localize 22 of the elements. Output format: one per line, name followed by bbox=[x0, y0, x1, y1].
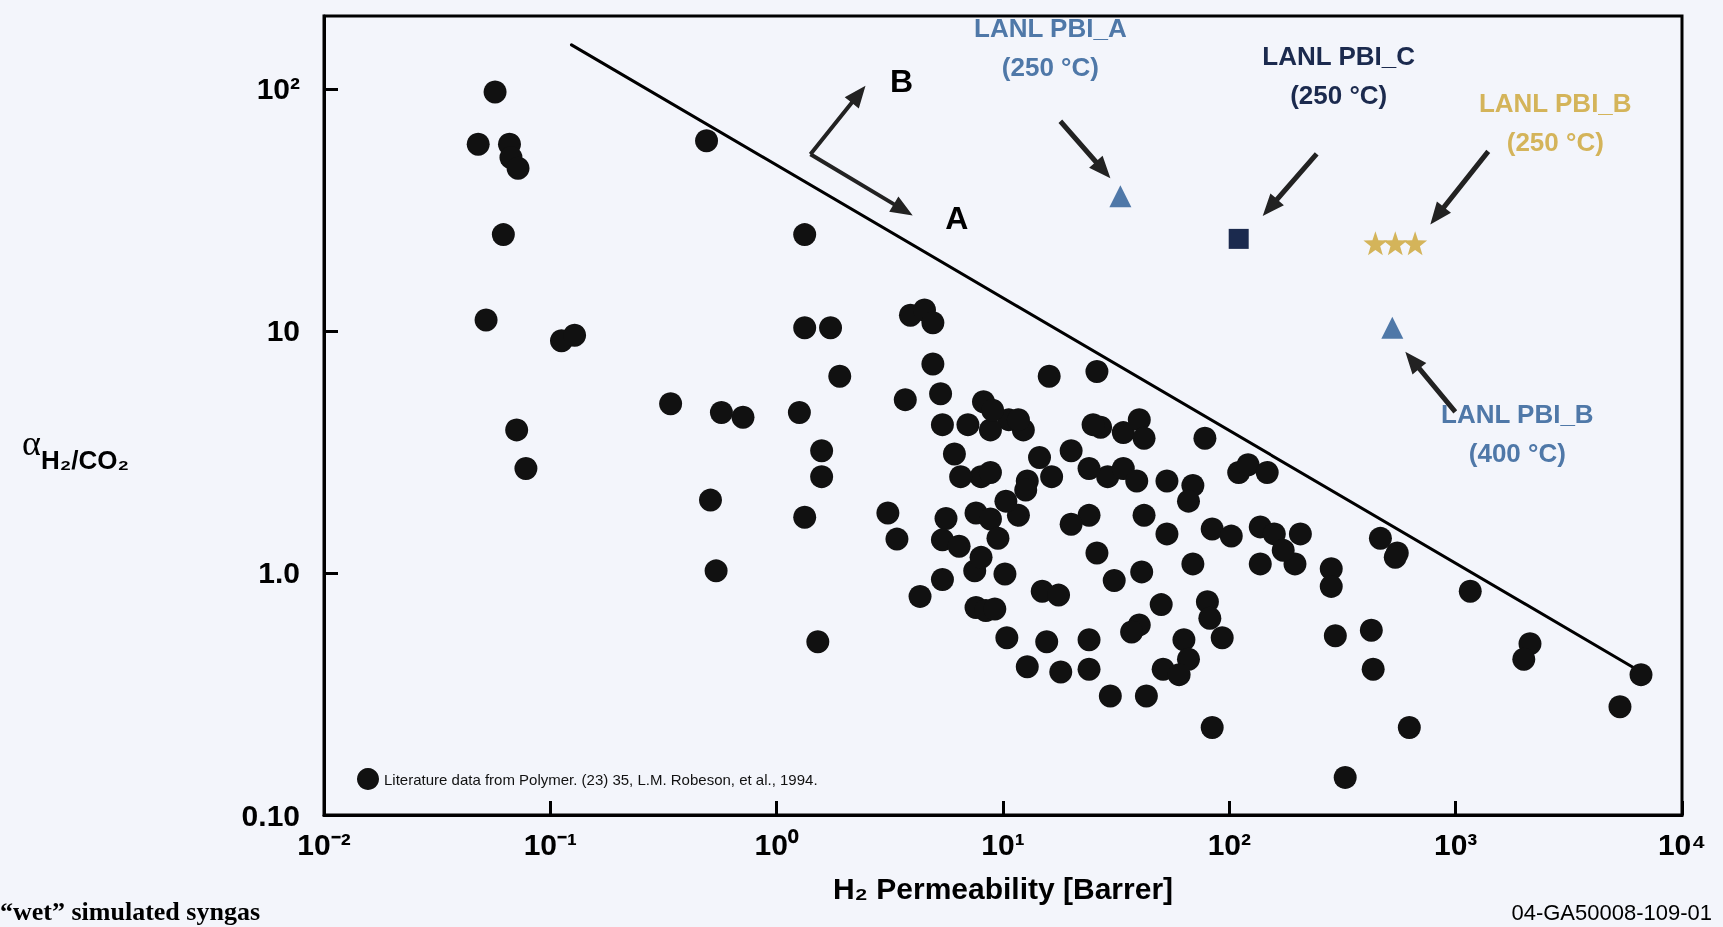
y-tick-label: 10 bbox=[266, 314, 300, 348]
x-tick-label: 10⁻² bbox=[297, 827, 351, 861]
y-tick-label: 1.0 bbox=[258, 556, 300, 590]
y-tick-label: 0.10 bbox=[241, 798, 300, 832]
text: LANL PBI_A (250 °C) bbox=[974, 13, 1127, 83]
text: LANL PBI_B (250 °C) bbox=[1478, 88, 1632, 158]
y-tick-label: 10² bbox=[256, 72, 301, 106]
annotation: A bbox=[945, 200, 969, 237]
text: 04-GA50008-109-01 bbox=[1511, 900, 1712, 925]
x-tick-label: 10⁴ bbox=[1657, 827, 1707, 861]
x-tick-label: 10³ bbox=[1433, 827, 1478, 861]
text: LANL PBI_C (250 °C) bbox=[1262, 40, 1416, 110]
x-tick-label: 10⁰ bbox=[754, 827, 799, 861]
text: LANL PBI_B (400 °C) bbox=[1441, 398, 1594, 468]
legend-label: Literature data from Polymer. (23) 35, L.M. Robeson, et al., 1994. bbox=[384, 770, 818, 788]
x-tick-label: 10² bbox=[1207, 827, 1252, 861]
annotation: B bbox=[889, 62, 914, 99]
y-axis-title: α$_{H₂/CO₂}$ bbox=[22, 423, 129, 475]
x-tick-label: 10¹ bbox=[981, 827, 1025, 861]
x-tick-label: 10⁻¹ bbox=[523, 827, 578, 861]
x-axis-title: H₂ Permeability [Barrer] bbox=[832, 871, 1174, 905]
text: “wet” simulated syngas bbox=[0, 897, 261, 926]
